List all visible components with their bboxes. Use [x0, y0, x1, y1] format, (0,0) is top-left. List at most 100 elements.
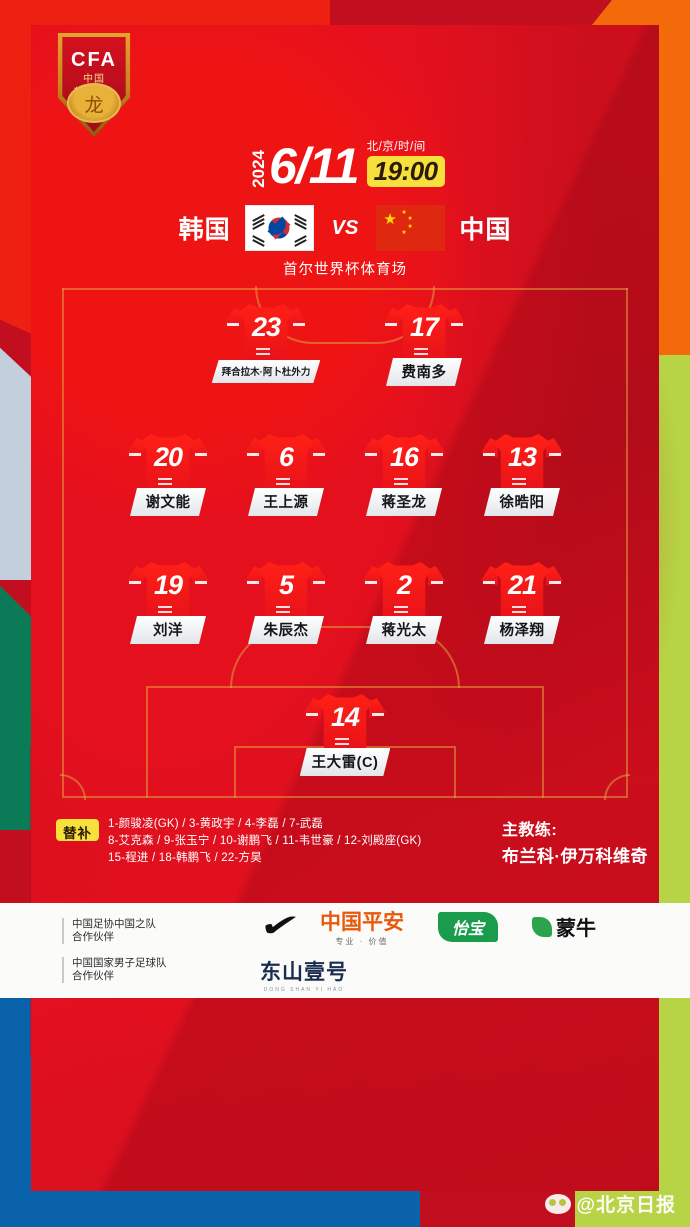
player-number: 16 [389, 442, 419, 472]
sponsor-partner-labels: 中国足协中国之队 合作伙伴 中国国家男子足球队 合作伙伴 [0, 903, 260, 998]
jersey-icon: 14 [304, 688, 386, 752]
jersey-hem [276, 483, 290, 485]
jersey-hem [276, 611, 290, 613]
jersey-cuff-left [247, 453, 259, 456]
weibo-watermark: @北京日报 [545, 1190, 676, 1217]
jersey-icon: 23 [225, 298, 307, 362]
mengniu-mark-icon [532, 916, 552, 937]
jersey-cuff-right [372, 713, 384, 716]
jersey-hem [158, 483, 172, 485]
beijing-time-label: 北/京/时/间 [366, 141, 426, 154]
player-name-plate: 蒋圣龙 [366, 488, 442, 516]
player-slot[interactable]: 14 王大雷(C) [280, 688, 410, 776]
mengniu-logo: 蒙牛 [532, 912, 596, 941]
jersey-icon: 20 [127, 428, 209, 492]
jersey-hem [335, 738, 349, 740]
jersey-body [258, 562, 314, 620]
sponsor-logo-row: 东山壹号 DONG SHAN YI HAO [260, 953, 690, 995]
jersey-icon: 5 [245, 556, 327, 620]
defenders-row: 19 刘洋 5 朱辰杰 [62, 556, 628, 644]
player-name-plate: 刘洋 [130, 616, 206, 644]
player-slot[interactable]: 6 王上源 [227, 428, 345, 516]
jersey-cuff-right [451, 323, 463, 326]
china-flag-icon: ★ ★ ★ ★ ★ [376, 205, 446, 251]
jersey-body [376, 562, 432, 620]
player-slot[interactable]: 20 谢文能 [109, 428, 227, 516]
jersey-hem [158, 611, 172, 613]
player-slot[interactable]: 2 蒋光太 [345, 556, 463, 644]
flag-star-small: ★ [407, 224, 413, 230]
jersey-hem [512, 606, 526, 608]
jersey-cuff-right [549, 453, 561, 456]
stadium-name: 首尔世界杯体育场 [283, 262, 407, 278]
kickoff-time-block: 北/京/时/间 19:00 [366, 138, 445, 187]
jersey-icon: 13 [481, 428, 563, 492]
jersey-cuff-left [385, 323, 397, 326]
away-team-name: 中国 [459, 216, 512, 244]
jersey-hem [158, 478, 172, 480]
jersey-body [140, 434, 196, 492]
partner-label-line: 中国足协中国之队 [72, 918, 156, 931]
player-name-plate: 谢文能 [130, 488, 206, 516]
mengniu-logo-text: 蒙牛 [556, 918, 596, 941]
jersey-body [494, 562, 550, 620]
crest-disc-icon: 龙 [67, 83, 121, 123]
substitutes-line: 8-艾克森 / 9-张玉宁 / 10-谢鹏飞 / 11-韦世豪 / 12-刘殿座… [108, 835, 422, 847]
jersey-hem [394, 606, 408, 608]
partner-label-row: 中国国家男子足球队 合作伙伴 [62, 951, 260, 989]
player-name-plate: 王大雷(C) [300, 748, 391, 776]
jersey-hem [158, 606, 172, 608]
substitutes-tag: 替补 [56, 819, 99, 841]
jersey-hem [512, 478, 526, 480]
flag-star-small: ★ [401, 230, 407, 236]
jersey-cuff-right [195, 453, 207, 456]
player-slot[interactable]: 5 朱辰杰 [227, 556, 345, 644]
jersey-cuff-right [195, 581, 207, 584]
jersey-body [238, 304, 294, 362]
jersey-hem [276, 478, 290, 480]
jersey-cuff-left [227, 323, 239, 326]
head-coach-label: 主教练: [501, 822, 558, 839]
player-name-plate: 蒋光太 [366, 616, 442, 644]
jersey-cuff-right [549, 581, 561, 584]
crest-letters: CFA [71, 49, 117, 71]
crest-dragon-icon: 龙 [84, 95, 104, 117]
jersey-hem [256, 348, 270, 350]
jersey-cuff-left [306, 713, 318, 716]
jersey-icon: 17 [383, 298, 465, 362]
jersey-cuff-left [129, 581, 141, 584]
jersey-cuff-right [313, 581, 325, 584]
player-number: 19 [153, 570, 183, 600]
match-teams-row: 韩国 VS ★ ★ ★ ★ ★ 中国 [31, 205, 659, 251]
player-slot[interactable]: 17 费南多 [345, 298, 503, 386]
jersey-hem [414, 353, 428, 355]
player-slot[interactable]: 13 徐晧阳 [463, 428, 581, 516]
player-name-plate: 拜合拉木·阿卜杜外力 [212, 360, 321, 383]
player-slot[interactable]: 23 拜合拉木·阿卜杜外力 [187, 298, 345, 386]
player-number: 20 [153, 442, 183, 472]
crest-cn-label: 中国 [83, 74, 105, 85]
divider [62, 918, 64, 945]
player-name-plate: 王上源 [248, 488, 324, 516]
jersey-hem [512, 483, 526, 485]
sponsor-logo-row: ✔ 中国平安 专业 · 价值 怡宝 蒙牛 [257, 906, 690, 948]
partner-label-line: 合作伙伴 [72, 931, 114, 944]
player-slot[interactable]: 16 蒋圣龙 [345, 428, 463, 516]
jersey-icon: 21 [481, 556, 563, 620]
player-slot[interactable]: 21 杨泽翔 [463, 556, 581, 644]
jersey-body [376, 434, 432, 492]
pitch-outline [62, 288, 628, 798]
flag-star-small: ★ [407, 216, 413, 222]
jersey-cuff-left [365, 453, 377, 456]
pingan-logo-tagline: 专业 · 价值 [335, 937, 389, 947]
jersey-hem [394, 483, 408, 485]
flag-star-large: ★ [383, 211, 397, 228]
partner-label-line: 合作伙伴 [72, 969, 114, 982]
player-slot[interactable]: 19 刘洋 [109, 556, 227, 644]
jersey-body [317, 694, 373, 752]
yibao-logo: 怡宝 [437, 911, 498, 942]
substitutes-list: 1-颜骏凌(GK) / 3-黄政宇 / 4-李磊 / 7-武磊 8-艾克森 / … [108, 816, 421, 867]
weibo-icon [545, 1193, 572, 1214]
jersey-hem [335, 743, 349, 745]
jersey-cuff-right [431, 453, 443, 456]
